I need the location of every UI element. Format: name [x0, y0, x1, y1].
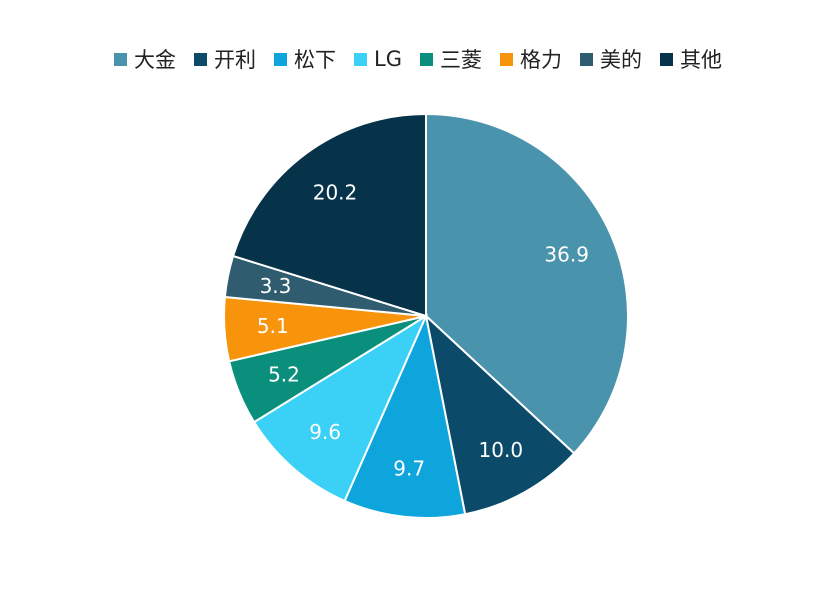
slice-value-label: 20.2 [313, 180, 358, 204]
legend-swatch [274, 52, 287, 66]
slice-value-label: 9.6 [309, 420, 341, 444]
legend-item: 大金 [114, 44, 176, 74]
slice-value-label: 9.7 [393, 457, 425, 481]
legend-swatch [354, 52, 367, 66]
legend-label: 大金 [134, 48, 176, 72]
legend-item: 松下 [274, 44, 336, 74]
legend-swatch [114, 52, 127, 66]
chart-legend: 大金 开利 松下 LG 三菱 格力 美的 其他 [0, 44, 836, 74]
legend-label: 其他 [679, 48, 722, 72]
legend-label: LG [374, 47, 402, 71]
legend-swatch [499, 52, 513, 66]
pie-slice [425, 112, 629, 455]
pie-slice [343, 312, 467, 519]
legend-swatch [659, 52, 673, 66]
legend-item: 其他 [659, 44, 722, 74]
legend-item: 格力 [499, 44, 562, 74]
legend-item: LG [354, 47, 402, 71]
slice-value-label: 5.1 [257, 314, 289, 338]
slice-value-label: 5.2 [268, 362, 300, 386]
pie-slice [231, 112, 427, 318]
legend-item: 三菱 [419, 44, 482, 74]
legend-label: 三菱 [439, 48, 482, 72]
legend-label: 格力 [519, 48, 562, 72]
legend-swatch [579, 52, 593, 66]
legend-item: 美的 [579, 44, 642, 74]
pie-slice [424, 313, 576, 516]
legend-label: 开利 [214, 48, 256, 72]
legend-swatch [419, 52, 433, 66]
legend-swatch [194, 52, 207, 66]
legend-item: 开利 [194, 44, 256, 74]
slice-value-label: 3.3 [260, 274, 292, 298]
slice-value-label: 36.9 [544, 243, 589, 267]
slice-value-label: 10.0 [479, 438, 524, 462]
legend-label: 松下 [294, 48, 336, 72]
legend-label: 美的 [599, 48, 642, 72]
pie-slice [252, 313, 429, 503]
